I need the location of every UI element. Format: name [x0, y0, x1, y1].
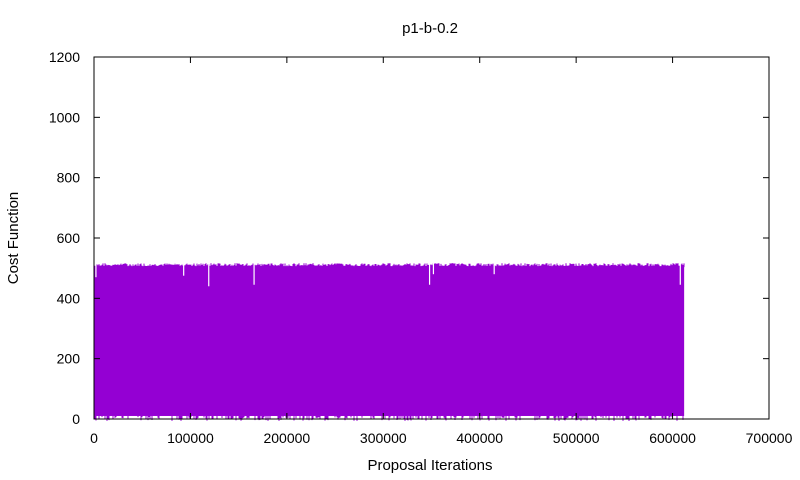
- series-0-top-noise: [93, 263, 685, 268]
- y-tick-label-3: 600: [57, 230, 81, 246]
- x-tick-label-5: 500000: [553, 430, 600, 446]
- series-0-band: [94, 266, 685, 416]
- y-tick-label-0: 0: [72, 411, 80, 427]
- y-tick-label-5: 1000: [49, 109, 80, 125]
- y-tick-label-6: 1200: [49, 49, 80, 65]
- series-0-bottom-noise: [94, 415, 684, 421]
- y-tick-label-2: 400: [57, 290, 81, 306]
- x-tick-label-1: 100000: [167, 430, 214, 446]
- ticks-layer: 0 100000 200000 300000 400000 500000 600000 700…: [49, 49, 793, 446]
- x-tick-label-3: 300000: [360, 430, 407, 446]
- y-tick-label-4: 800: [57, 170, 81, 186]
- chart-title: p1-b-0.2: [402, 20, 458, 37]
- x-tick-label-6: 600000: [649, 430, 696, 446]
- x-axis-title: Proposal Iterations: [367, 457, 492, 474]
- x-tick-label-0: 0: [90, 430, 98, 446]
- y-tick-label-1: 200: [57, 351, 81, 367]
- x-tick-label-2: 200000: [263, 430, 310, 446]
- y-axis-title: Cost Function: [5, 192, 22, 285]
- x-tick-label-4: 400000: [456, 430, 503, 446]
- series-layer: [93, 262, 685, 421]
- x-tick-label-7: 700000: [746, 430, 793, 446]
